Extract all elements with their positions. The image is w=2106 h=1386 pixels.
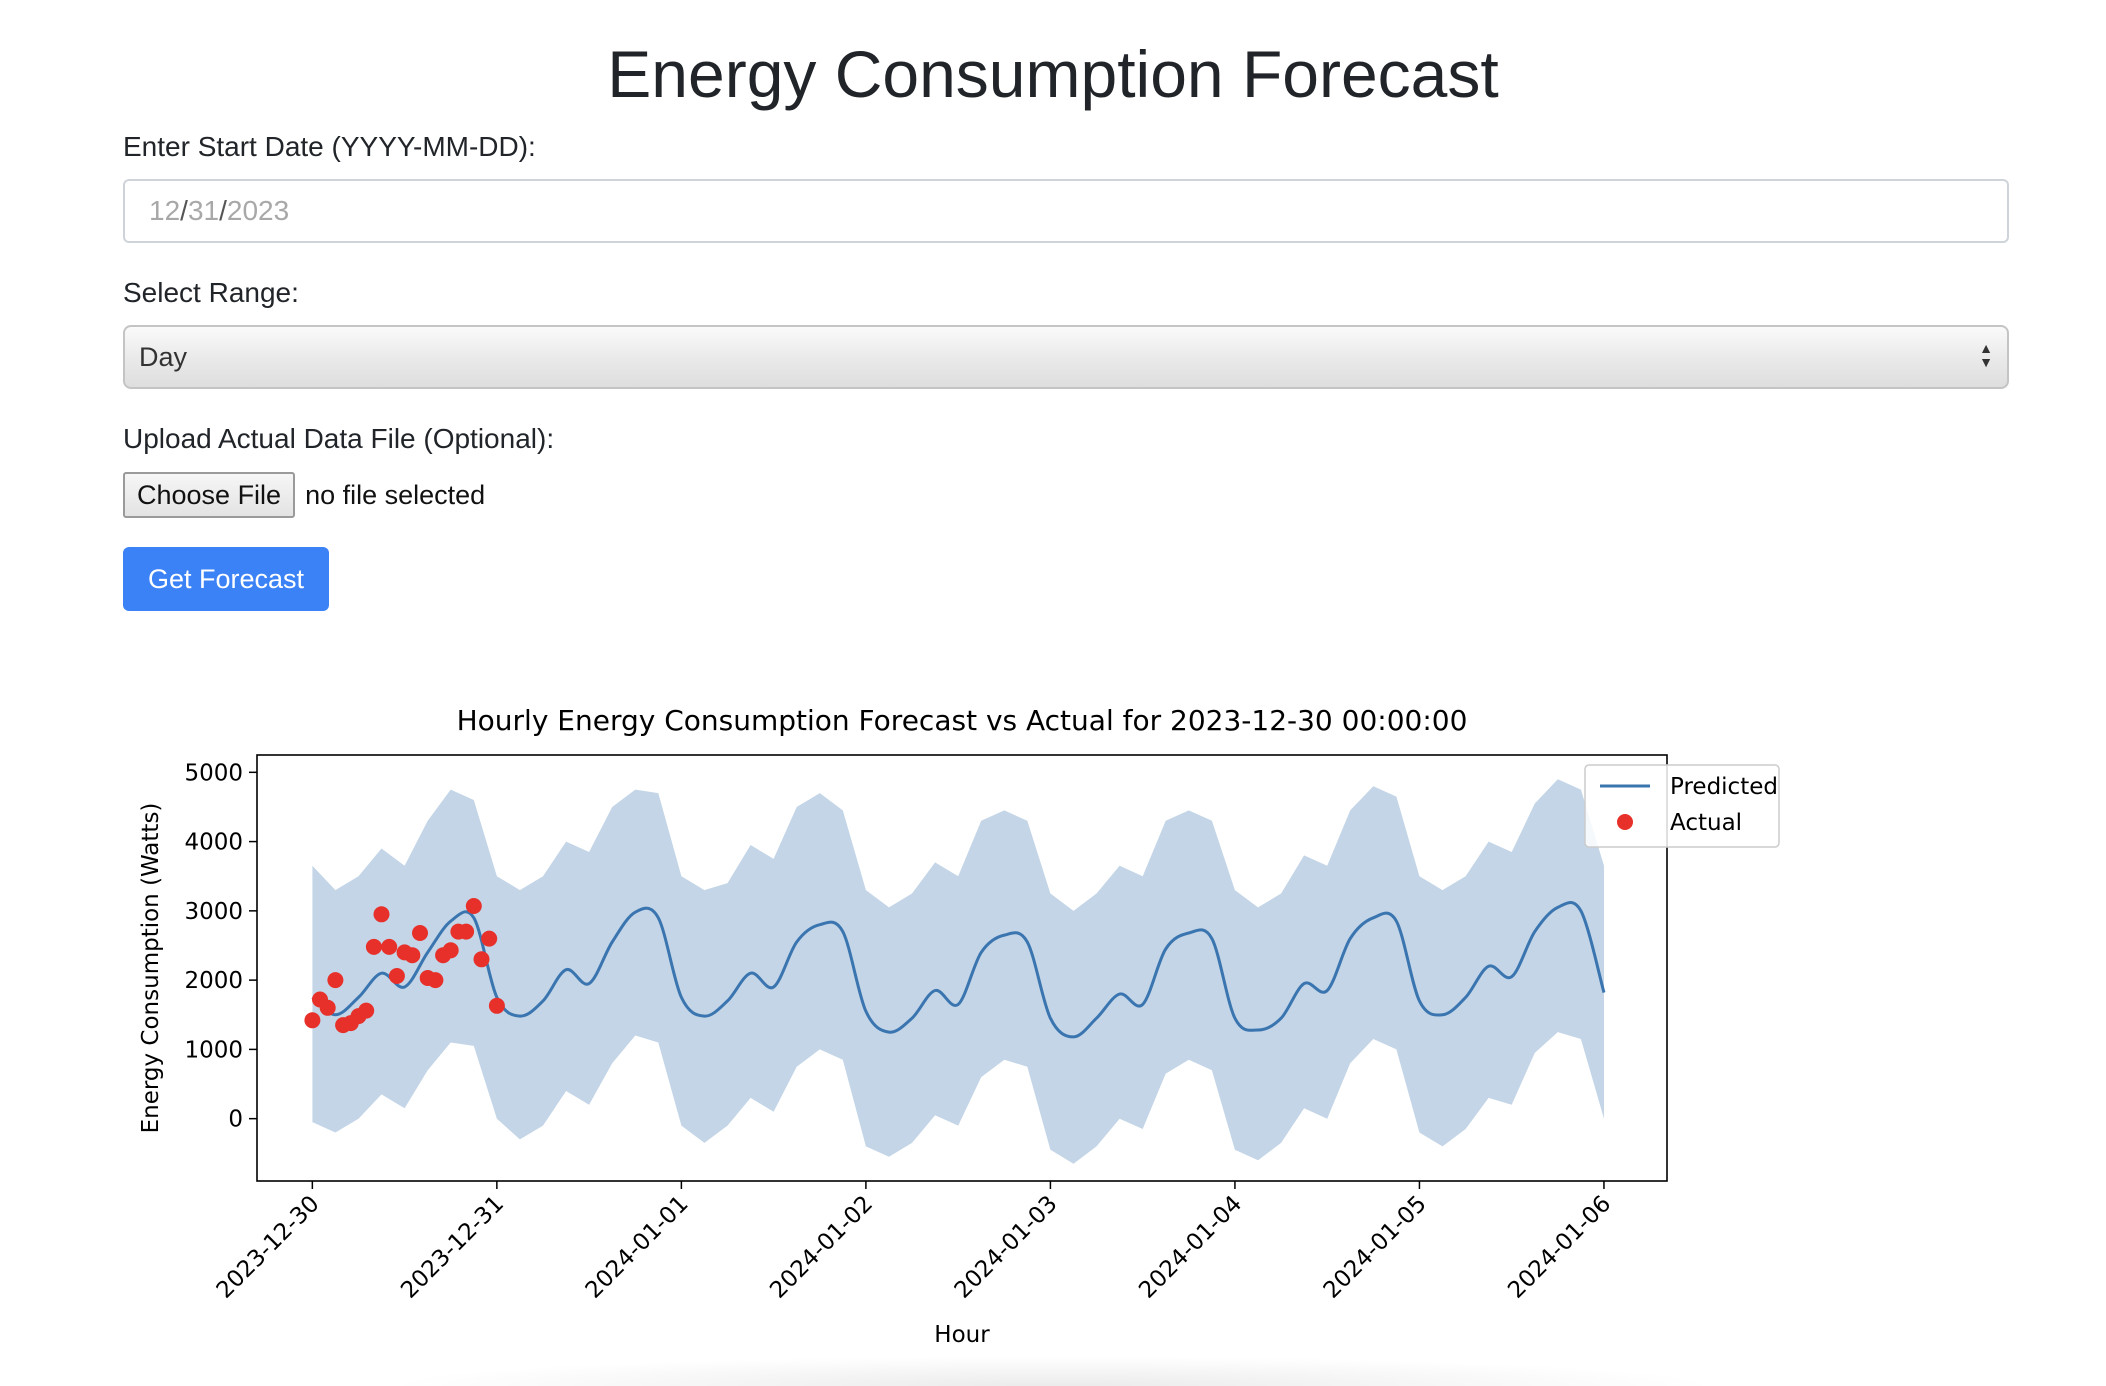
plot-frame <box>256 754 1668 1182</box>
forecast-chart: 0 1000 2000 3000 4000 5000 2023-12-30 2023-12-3… <box>120 700 1820 1360</box>
actual-point <box>404 947 421 964</box>
page-title: Energy Consumption Forecast <box>607 37 1499 111</box>
x-tick-label: 2023-12-31 <box>396 1191 509 1304</box>
predicted-line <box>311 901 1606 1039</box>
choose-file-button[interactable]: Choose File <box>123 472 296 518</box>
file-status-text: no file selected <box>305 479 486 510</box>
select-arrows-icon: ▲ ▼ <box>1979 340 1993 370</box>
actual-point <box>473 951 490 968</box>
start-date-input[interactable]: 12/31/2023 <box>123 179 2009 243</box>
y-tick-label: 5000 <box>184 760 243 786</box>
y-tick-label: 0 <box>228 1107 243 1133</box>
actual-point <box>442 942 459 959</box>
date-separator: / <box>219 195 227 226</box>
upload-label: Upload Actual Data File (Optional): <box>123 423 555 454</box>
date-day-segment[interactable]: 31 <box>187 195 220 226</box>
actual-point <box>304 1012 321 1029</box>
x-axis-label: Hour <box>934 1322 990 1348</box>
x-tick-label: 2024-01-06 <box>1503 1191 1616 1304</box>
actual-point <box>319 999 336 1016</box>
legend-actual-swatch <box>1617 814 1633 830</box>
x-tick-label: 2024-01-05 <box>1319 1191 1432 1304</box>
actual-point <box>488 997 505 1014</box>
actual-point <box>412 925 428 941</box>
actual-point <box>388 968 405 984</box>
x-tick-label: 2023-12-30 <box>212 1191 325 1304</box>
actual-point <box>381 938 398 955</box>
actual-point <box>481 930 498 947</box>
date-month-segment[interactable]: 12 <box>149 195 181 226</box>
date-year-segment[interactable]: 2023 <box>226 195 290 226</box>
start-date-label: Enter Start Date (YYYY-MM-DD): <box>123 131 536 162</box>
legend-actual-label: Actual <box>1670 810 1742 836</box>
range-select[interactable]: Day ▲ ▼ <box>123 325 2009 389</box>
actual-point <box>458 923 475 940</box>
y-tick-label: 4000 <box>184 830 243 856</box>
actual-point <box>327 972 344 989</box>
chart-title: Hourly Energy Consumption Forecast vs Ac… <box>457 704 1468 737</box>
file-upload-field[interactable]: Choose File no file selected <box>123 472 485 518</box>
x-tick-label: 2024-01-04 <box>1134 1191 1247 1304</box>
x-tick-label: 2024-01-03 <box>950 1191 1063 1304</box>
y-tick-label: 3000 <box>184 899 243 925</box>
actual-point <box>427 972 444 989</box>
bottom-shadow <box>380 1356 1726 1386</box>
actual-point <box>465 898 482 914</box>
actual-point <box>358 1002 375 1019</box>
chart-legend: Predicted Actual <box>1584 764 1780 848</box>
x-tick-label: 2024-01-01 <box>581 1191 694 1304</box>
y-axis-label: Energy Consumption (Watts) <box>138 803 164 1134</box>
actual-point <box>365 938 382 955</box>
legend-predicted-label: Predicted <box>1670 774 1778 800</box>
forecast-chart-svg: 0 1000 2000 3000 4000 5000 2023-12-30 2023-12-3… <box>138 704 1780 1348</box>
range-select-value: Day <box>139 341 188 372</box>
y-tick-label: 1000 <box>184 1037 243 1063</box>
x-tick-label: 2024-01-02 <box>765 1191 878 1304</box>
confidence-band <box>312 779 1604 1164</box>
range-label: Select Range: <box>123 277 299 308</box>
actual-point <box>373 906 390 923</box>
get-forecast-button[interactable]: Get Forecast <box>123 547 329 611</box>
date-separator: / <box>180 195 188 226</box>
y-tick-label: 2000 <box>184 968 243 994</box>
